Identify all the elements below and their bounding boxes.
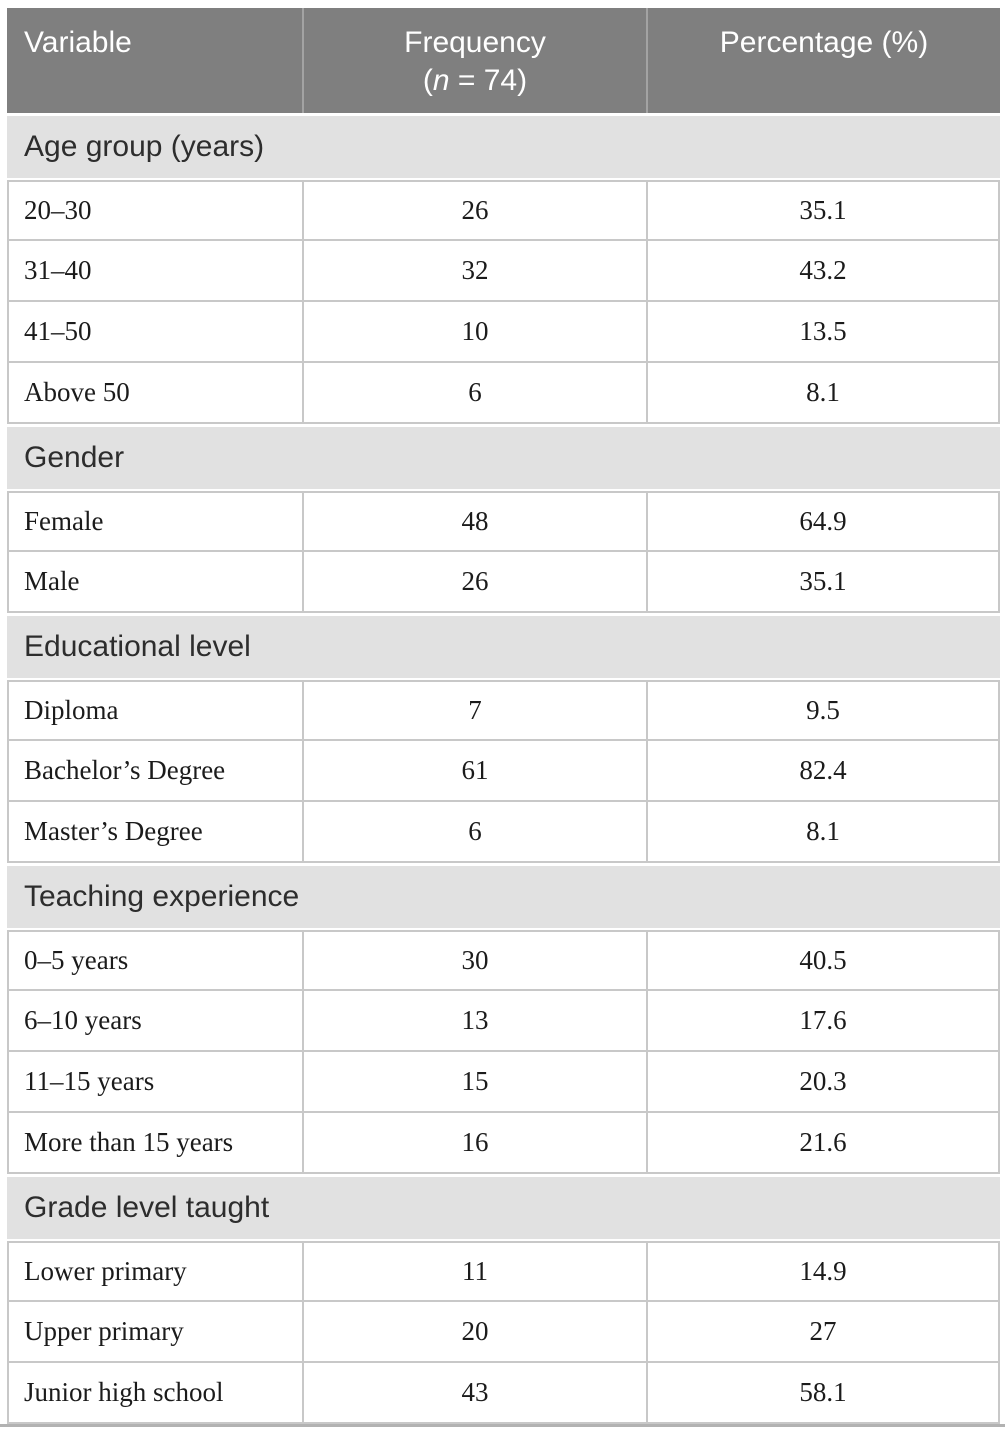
cell-percentage: 82.4 (646, 741, 998, 800)
section-row: Age group (years) (7, 113, 1000, 180)
table-row: Master’s Degree 6 8.1 (7, 802, 1000, 863)
cell-variable: Female (24, 506, 104, 536)
table-row: Upper primary 20 27 (7, 1302, 1000, 1363)
frequency-sub-n: n (432, 64, 450, 97)
column-header-percentage-label: Percentage (%) (719, 26, 929, 59)
cell-percentage: 40.5 (646, 932, 998, 989)
cell-percentage: 58.1 (646, 1363, 998, 1422)
cell-frequency: 11 (302, 1243, 646, 1300)
cell-variable: More than 15 years (24, 1127, 234, 1157)
column-header-variable: Variable (7, 8, 302, 113)
cell-variable: Bachelor’s Degree (24, 755, 226, 785)
table-row: Female 48 64.9 (7, 491, 1000, 552)
cell-variable: Junior high school (24, 1377, 224, 1407)
cell-percentage: 13.5 (646, 302, 998, 361)
column-header-percentage: Percentage (%) (646, 8, 1000, 113)
cell-percentage: 14.9 (646, 1243, 998, 1300)
cell-variable: 31–40 (24, 255, 92, 285)
cell-percentage: 35.1 (646, 182, 998, 239)
cell-percentage: 8.1 (646, 363, 998, 422)
cell-variable: Master’s Degree (24, 816, 203, 846)
cell-variable: 20–30 (24, 195, 92, 225)
cell-variable: 0–5 years (24, 945, 129, 975)
section-row: Grade level taught (7, 1174, 1000, 1241)
cell-frequency: 15 (302, 1052, 646, 1111)
cell-frequency: 7 (302, 682, 646, 739)
table-row: 20–30 26 35.1 (7, 180, 1000, 241)
column-header-variable-label: Variable (24, 26, 132, 59)
cell-percentage: 17.6 (646, 991, 998, 1050)
table-row: Bachelor’s Degree 61 82.4 (7, 741, 1000, 802)
section-title: Age group (years) (7, 116, 1000, 178)
cell-percentage: 35.1 (646, 552, 998, 611)
cell-frequency: 13 (302, 991, 646, 1050)
table-row: Above 50 6 8.1 (7, 363, 1000, 424)
section-title: Gender (7, 427, 1000, 489)
cell-variable: Male (24, 566, 80, 596)
cell-frequency: 16 (302, 1113, 646, 1172)
table-row: 41–50 10 13.5 (7, 302, 1000, 363)
table-row: 6–10 years 13 17.6 (7, 991, 1000, 1052)
column-header-frequency-label: Frequency (404, 26, 546, 59)
frequency-sub-rest: = 74) (449, 64, 528, 97)
table-row: Lower primary 11 14.9 (7, 1241, 1000, 1302)
section-row: Gender (7, 424, 1000, 491)
cell-variable: Above 50 (24, 377, 130, 407)
section-row: Educational level (7, 613, 1000, 680)
table-row: 0–5 years 30 40.5 (7, 930, 1000, 991)
cell-variable: 11–15 years (24, 1066, 155, 1096)
cell-variable: Diploma (24, 695, 119, 725)
cell-variable: 6–10 years (24, 1005, 142, 1035)
cell-frequency: 20 (302, 1302, 646, 1361)
cell-percentage: 21.6 (646, 1113, 998, 1172)
cell-frequency: 32 (302, 241, 646, 300)
frequency-sub-open: ( (422, 64, 433, 97)
column-header-frequency: Frequency (n = 74) (302, 8, 646, 113)
cell-frequency: 26 (302, 552, 646, 611)
table-row: More than 15 years 16 21.6 (7, 1113, 1000, 1174)
cell-percentage: 43.2 (646, 241, 998, 300)
section-title: Grade level taught (7, 1177, 1000, 1239)
cell-frequency: 6 (302, 363, 646, 422)
column-header-frequency-sub: (n = 74) (304, 62, 646, 100)
table-bottom-rule (0, 1424, 1005, 1427)
cell-variable: Lower primary (24, 1256, 187, 1286)
cell-percentage: 27 (646, 1302, 998, 1361)
table-row: Male 26 35.1 (7, 552, 1000, 613)
section-title: Teaching experience (7, 866, 1000, 928)
cell-frequency: 10 (302, 302, 646, 361)
cell-frequency: 6 (302, 802, 646, 861)
cell-percentage: 8.1 (646, 802, 998, 861)
cell-frequency: 61 (302, 741, 646, 800)
table-row: 11–15 years 15 20.3 (7, 1052, 1000, 1113)
cell-variable: Upper primary (24, 1316, 184, 1346)
cell-frequency: 30 (302, 932, 646, 989)
cell-frequency: 48 (302, 493, 646, 550)
table-row: 31–40 32 43.2 (7, 241, 1000, 302)
section-row: Teaching experience (7, 863, 1000, 930)
cell-percentage: 9.5 (646, 682, 998, 739)
table-body: Age group (years) 20–30 26 35.1 31–40 32 43.2 4… (7, 113, 1000, 1424)
cell-frequency: 43 (302, 1363, 646, 1422)
cell-percentage: 20.3 (646, 1052, 998, 1111)
table-header-row: Variable Frequency (n = 74) Percentage (… (7, 8, 1000, 113)
demographics-table: Variable Frequency (n = 74) Percentage (… (7, 8, 1000, 1424)
cell-frequency: 26 (302, 182, 646, 239)
section-title: Educational level (7, 616, 1000, 678)
table-row: Diploma 7 9.5 (7, 680, 1000, 741)
cell-variable: 41–50 (24, 316, 92, 346)
cell-percentage: 64.9 (646, 493, 998, 550)
table-row: Junior high school 43 58.1 (7, 1363, 1000, 1424)
